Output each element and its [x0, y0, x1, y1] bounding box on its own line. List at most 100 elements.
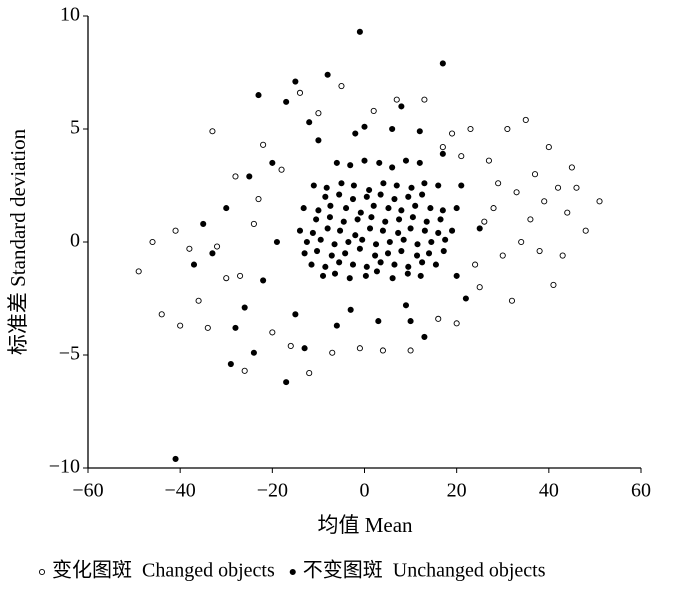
point [345, 238, 352, 246]
legend-marker [289, 568, 296, 576]
point [416, 128, 423, 135]
point [172, 455, 179, 463]
point [292, 311, 299, 318]
point [363, 193, 370, 200]
point [331, 241, 338, 248]
point [241, 304, 248, 311]
point [504, 125, 511, 133]
point [384, 250, 392, 257]
point [427, 205, 434, 212]
point [308, 261, 315, 268]
point [467, 125, 474, 133]
point [423, 218, 430, 225]
point [408, 184, 415, 191]
point [391, 261, 398, 268]
point [227, 360, 234, 368]
point [186, 245, 193, 252]
point [421, 227, 428, 234]
point [440, 247, 447, 255]
point [327, 202, 334, 209]
point [287, 342, 294, 350]
point [223, 205, 230, 212]
point [363, 263, 370, 270]
x-tick-label: −20 [257, 480, 288, 502]
point [338, 180, 345, 187]
point [435, 182, 442, 189]
y-tick-label: 5 [70, 117, 80, 139]
x-tick-label: 0 [360, 480, 370, 502]
point [209, 128, 216, 135]
point [476, 284, 483, 291]
point [313, 247, 321, 255]
point [449, 130, 456, 137]
point [405, 193, 412, 200]
point [337, 227, 344, 234]
point [361, 157, 368, 164]
point [398, 207, 405, 214]
point [135, 268, 142, 275]
point [300, 205, 307, 212]
x-tick-label: 20 [447, 480, 467, 502]
point [149, 238, 156, 246]
x-tick-label: 40 [539, 480, 559, 502]
point [439, 60, 446, 67]
legend-label: 不变图斑 Unchanged objects [303, 559, 546, 582]
point [458, 182, 465, 189]
point [343, 205, 350, 212]
point [402, 157, 410, 164]
point [391, 196, 398, 203]
point [313, 216, 320, 223]
point [306, 370, 313, 377]
point [389, 164, 396, 171]
point [536, 247, 543, 255]
point [204, 324, 211, 331]
point [190, 261, 198, 268]
point [485, 157, 492, 164]
y-axis-label: 标准差 Standard deviation [6, 128, 30, 355]
point [527, 216, 534, 223]
point [396, 216, 403, 223]
point [412, 202, 419, 209]
point [432, 261, 439, 268]
point [356, 345, 363, 352]
point [372, 241, 380, 248]
point [437, 216, 444, 223]
point [333, 322, 340, 329]
point [370, 107, 377, 114]
point [323, 184, 330, 191]
point [346, 275, 353, 282]
point [393, 96, 400, 103]
point [326, 214, 333, 221]
point [328, 252, 335, 259]
point [409, 214, 416, 221]
point [357, 209, 364, 216]
point [269, 329, 276, 336]
point [495, 180, 502, 187]
point [232, 173, 239, 180]
point [340, 218, 347, 225]
point [352, 232, 359, 239]
point [398, 247, 405, 255]
x-tick-label: −60 [72, 480, 103, 502]
point [200, 220, 207, 227]
point [462, 295, 469, 302]
point [319, 272, 327, 279]
point [356, 28, 363, 35]
point [490, 205, 497, 212]
point [375, 318, 382, 325]
y-tick-label: 10 [60, 4, 80, 26]
point [296, 227, 304, 234]
point [315, 207, 322, 214]
point [407, 347, 414, 354]
point [350, 182, 357, 189]
point [241, 367, 248, 374]
point [250, 220, 257, 227]
point [255, 196, 262, 203]
point [237, 272, 244, 279]
point [366, 225, 374, 232]
point [421, 96, 428, 103]
point [366, 186, 373, 194]
point [573, 184, 580, 191]
point [377, 191, 384, 198]
x-tick-label: 60 [631, 480, 651, 502]
